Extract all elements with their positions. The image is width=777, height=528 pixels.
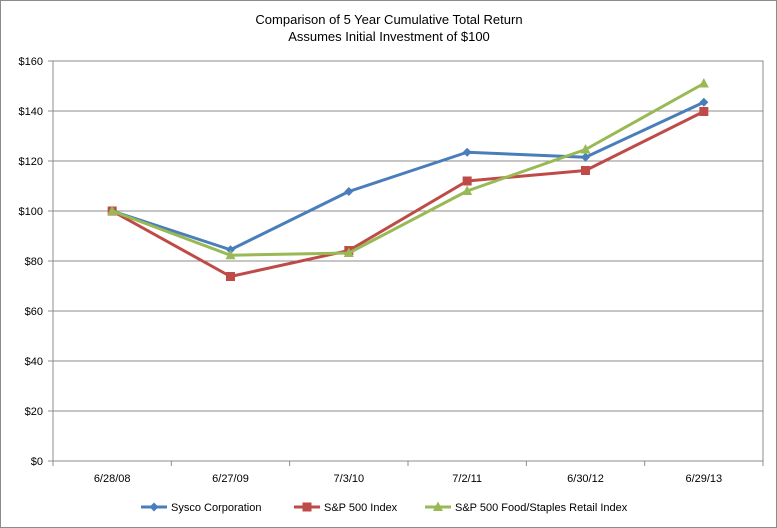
legend-marker bbox=[302, 502, 312, 512]
y-tick-label: $0 bbox=[31, 456, 43, 468]
legend-marker bbox=[149, 502, 159, 512]
x-tick-label: 6/29/13 bbox=[685, 473, 722, 485]
data-point bbox=[580, 144, 591, 154]
legend: Sysco Corporation S&P 500 Index S&P 500 Fo… bbox=[141, 501, 628, 514]
series-1 bbox=[107, 97, 709, 255]
series-2 bbox=[107, 107, 709, 281]
y-tick-label: $140 bbox=[19, 106, 43, 118]
chart-title: Comparison of 5 Year Cumulative Total Re… bbox=[255, 12, 522, 27]
y-tick-label: $160 bbox=[19, 56, 43, 68]
y-tick-label: $100 bbox=[19, 206, 43, 218]
y-tick-label: $80 bbox=[25, 256, 43, 268]
chart-subtitle: Assumes Initial Investment of $100 bbox=[288, 29, 490, 44]
y-tick-label: $40 bbox=[25, 356, 43, 368]
series-line bbox=[111, 82, 705, 257]
y-tick-label: $120 bbox=[19, 156, 43, 168]
data-point bbox=[225, 249, 236, 260]
data-point bbox=[462, 147, 472, 157]
data-point bbox=[699, 97, 709, 107]
legend-item: Sysco Corporation bbox=[141, 502, 262, 514]
legend-item: S&P 500 Index bbox=[294, 502, 398, 514]
data-point bbox=[107, 205, 118, 215]
legend-label: S&P 500 Index bbox=[324, 502, 398, 514]
x-tick-label: 6/28/08 bbox=[94, 473, 131, 485]
y-tick-label: $60 bbox=[25, 306, 43, 318]
data-point bbox=[699, 107, 709, 116]
gridlines bbox=[53, 60, 763, 412]
axes: $0 $20 $40 $60 $80 $100 $120 $140 $160 6/28/08 6/2… bbox=[19, 56, 764, 485]
data-point bbox=[343, 247, 354, 257]
legend-marker bbox=[433, 501, 443, 511]
x-tick-label: 6/30/12 bbox=[567, 473, 604, 485]
data-point bbox=[698, 78, 709, 88]
legend-label: Sysco Corporation bbox=[171, 502, 262, 514]
series-line bbox=[111, 100, 705, 252]
data-point bbox=[581, 152, 590, 162]
x-tick-label: 6/27/09 bbox=[212, 473, 249, 485]
y-tick-label: $20 bbox=[25, 406, 43, 418]
data-point bbox=[344, 187, 354, 196]
x-tick-label: 7/3/10 bbox=[334, 473, 365, 485]
data-point bbox=[462, 176, 472, 186]
legend-item: S&P 500 Food/Staples Retail Index bbox=[425, 501, 628, 514]
data-point bbox=[462, 185, 473, 195]
series-line bbox=[111, 110, 705, 278]
series-3 bbox=[107, 78, 709, 260]
series-layer bbox=[107, 78, 709, 281]
data-point bbox=[226, 272, 235, 281]
x-tick-label: 7/2/11 bbox=[452, 473, 482, 485]
data-point bbox=[581, 166, 590, 175]
legend-label: S&P 500 Food/Staples Retail Index bbox=[455, 502, 628, 514]
